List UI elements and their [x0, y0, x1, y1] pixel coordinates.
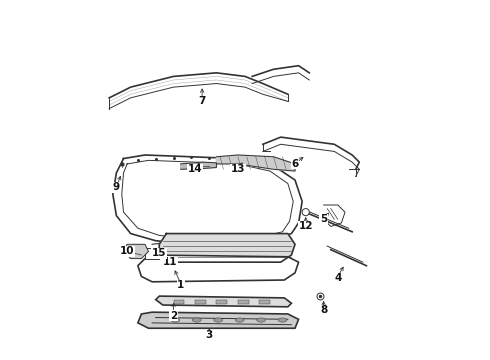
Ellipse shape: [171, 318, 180, 322]
Bar: [173, 300, 184, 304]
Polygon shape: [181, 162, 217, 169]
Text: 1: 1: [177, 280, 184, 291]
Text: 9: 9: [113, 182, 120, 192]
Bar: [145, 248, 159, 258]
Text: 12: 12: [298, 221, 313, 231]
Ellipse shape: [278, 318, 287, 322]
Polygon shape: [138, 255, 298, 282]
Polygon shape: [123, 244, 148, 258]
Ellipse shape: [192, 318, 201, 322]
Text: 6: 6: [292, 159, 298, 169]
Text: 3: 3: [206, 330, 213, 341]
Text: 8: 8: [320, 305, 327, 315]
Text: 5: 5: [320, 214, 327, 224]
Text: 11: 11: [163, 257, 177, 267]
Ellipse shape: [235, 318, 244, 322]
Text: 14: 14: [188, 164, 202, 174]
Text: 2: 2: [170, 311, 177, 321]
Circle shape: [302, 208, 309, 216]
Polygon shape: [217, 155, 295, 171]
Polygon shape: [159, 234, 295, 262]
Text: 15: 15: [152, 248, 167, 258]
Ellipse shape: [214, 318, 222, 322]
Bar: [217, 300, 227, 304]
Bar: [238, 300, 248, 304]
Ellipse shape: [257, 318, 266, 322]
Text: 10: 10: [120, 247, 134, 256]
Polygon shape: [113, 155, 302, 244]
Bar: [195, 300, 206, 304]
Text: 13: 13: [231, 164, 245, 174]
Polygon shape: [156, 296, 292, 307]
Text: 7: 7: [198, 96, 206, 107]
Bar: [259, 300, 270, 304]
Polygon shape: [138, 312, 298, 328]
Text: 4: 4: [334, 273, 342, 283]
